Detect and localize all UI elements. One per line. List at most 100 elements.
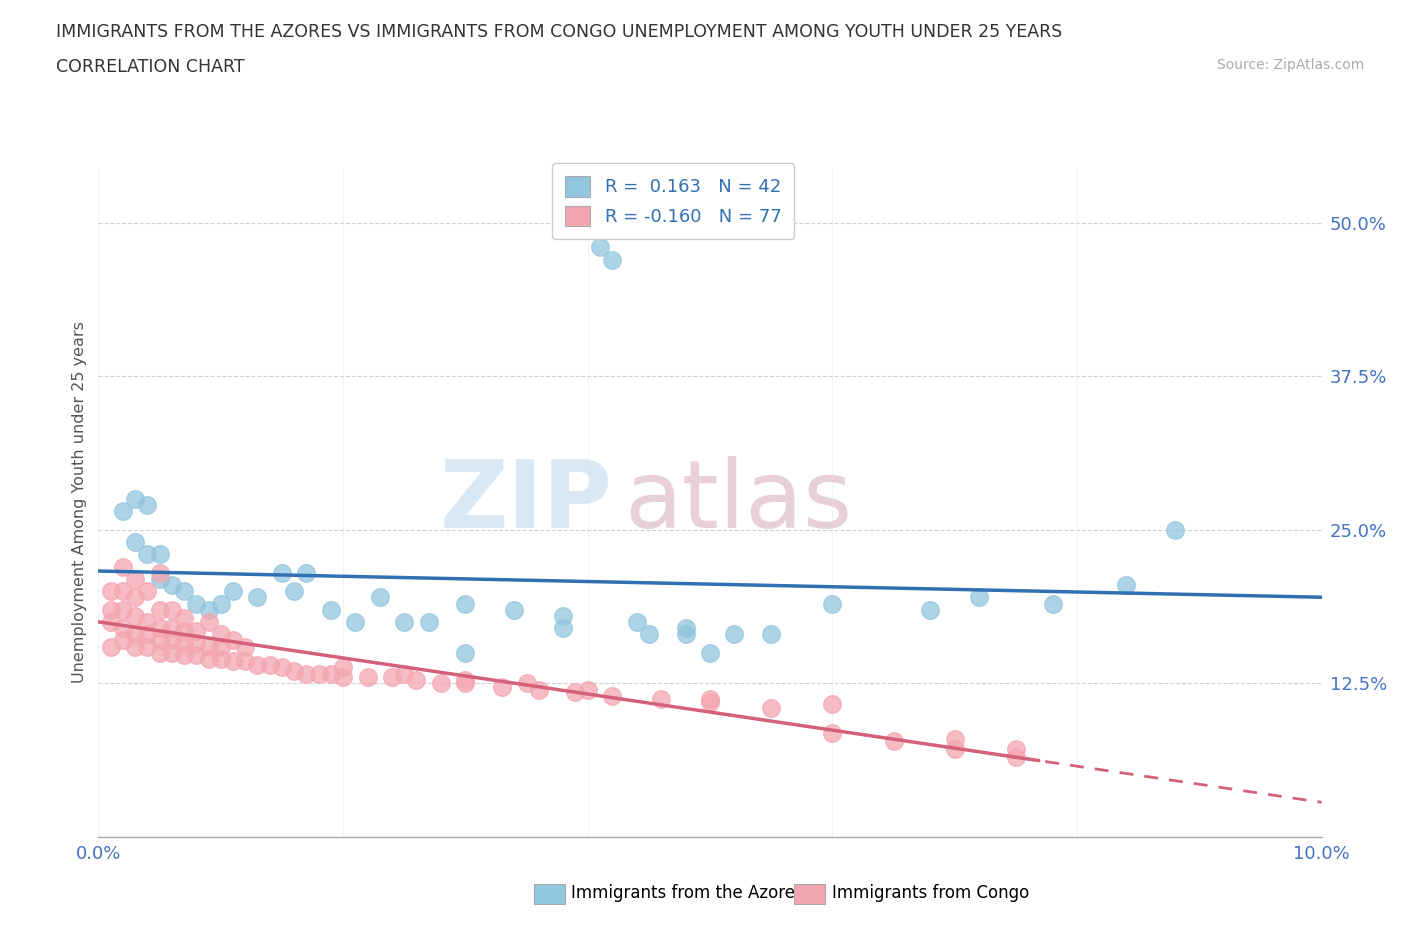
Point	[1004, 741, 1026, 756]
Point	[553, 608, 575, 623]
Point	[197, 603, 219, 618]
Point	[1004, 750, 1026, 764]
Text: Immigrants from the Azores: Immigrants from the Azores	[571, 884, 804, 902]
Point	[503, 603, 526, 618]
Point	[197, 651, 219, 666]
Point	[136, 498, 159, 512]
Point	[821, 596, 844, 611]
Point	[1164, 523, 1187, 538]
Point	[319, 603, 342, 618]
Point	[699, 692, 721, 707]
Point	[160, 633, 183, 648]
Point	[111, 633, 134, 648]
Point	[454, 596, 477, 611]
Point	[246, 590, 269, 604]
Point	[209, 639, 232, 654]
Point	[111, 584, 134, 599]
Point	[283, 584, 305, 599]
Point	[149, 633, 172, 648]
Text: ZIP: ZIP	[439, 457, 612, 548]
Point	[516, 676, 538, 691]
Point	[173, 635, 195, 650]
Point	[699, 645, 721, 660]
Point	[149, 547, 172, 562]
Point	[821, 725, 844, 740]
Point	[233, 654, 256, 669]
Point	[759, 700, 782, 715]
Point	[111, 603, 134, 618]
Point	[136, 615, 159, 630]
Point	[136, 584, 159, 599]
Point	[149, 603, 172, 618]
Point	[124, 590, 146, 604]
Point	[160, 578, 183, 592]
Point	[136, 627, 159, 642]
Point	[100, 584, 122, 599]
Point	[197, 639, 219, 654]
Point	[454, 645, 477, 660]
Point	[967, 590, 990, 604]
Point	[100, 639, 122, 654]
Point	[491, 680, 513, 695]
Point	[527, 682, 550, 697]
Point	[589, 240, 612, 255]
Point	[160, 603, 183, 618]
Point	[160, 620, 183, 635]
Point	[308, 666, 330, 681]
Point	[723, 627, 745, 642]
Point	[821, 697, 844, 711]
Point	[270, 565, 292, 580]
Text: atlas: atlas	[624, 457, 852, 548]
Point	[100, 615, 122, 630]
Point	[222, 654, 245, 669]
Point	[392, 615, 416, 630]
Point	[699, 695, 721, 710]
Point	[430, 676, 453, 691]
Point	[100, 603, 122, 618]
Point	[149, 572, 172, 587]
Point	[186, 623, 208, 638]
Point	[626, 615, 648, 630]
Point	[209, 651, 232, 666]
Point	[259, 658, 281, 672]
Point	[149, 620, 172, 635]
Point	[405, 672, 427, 687]
Point	[454, 676, 477, 691]
Point	[883, 734, 905, 749]
Point	[381, 670, 404, 684]
Point	[124, 627, 146, 642]
Text: CORRELATION CHART: CORRELATION CHART	[56, 58, 245, 75]
Point	[124, 639, 146, 654]
Point	[319, 666, 342, 681]
Point	[454, 672, 477, 687]
Point	[600, 252, 623, 267]
Point	[332, 670, 354, 684]
Point	[111, 504, 134, 519]
Point	[943, 741, 966, 756]
Point	[124, 572, 146, 587]
Text: Source: ZipAtlas.com: Source: ZipAtlas.com	[1216, 58, 1364, 72]
Text: Immigrants from Congo: Immigrants from Congo	[832, 884, 1029, 902]
Point	[246, 658, 269, 672]
Point	[564, 684, 586, 699]
Point	[124, 492, 146, 507]
Point	[124, 608, 146, 623]
Point	[650, 692, 672, 707]
Point	[233, 639, 256, 654]
Point	[675, 627, 697, 642]
Point	[270, 660, 292, 675]
Point	[160, 645, 183, 660]
Point	[637, 627, 661, 642]
Point	[675, 620, 697, 635]
Point	[111, 559, 134, 574]
Y-axis label: Unemployment Among Youth under 25 years: Unemployment Among Youth under 25 years	[72, 321, 87, 684]
Point	[111, 620, 134, 635]
Point	[222, 584, 245, 599]
Point	[356, 670, 378, 684]
Point	[344, 615, 367, 630]
Point	[368, 590, 391, 604]
Point	[173, 647, 195, 662]
Point	[173, 611, 195, 626]
Text: IMMIGRANTS FROM THE AZORES VS IMMIGRANTS FROM CONGO UNEMPLOYMENT AMONG YOUTH UND: IMMIGRANTS FROM THE AZORES VS IMMIGRANTS…	[56, 23, 1063, 41]
Point	[295, 565, 318, 580]
